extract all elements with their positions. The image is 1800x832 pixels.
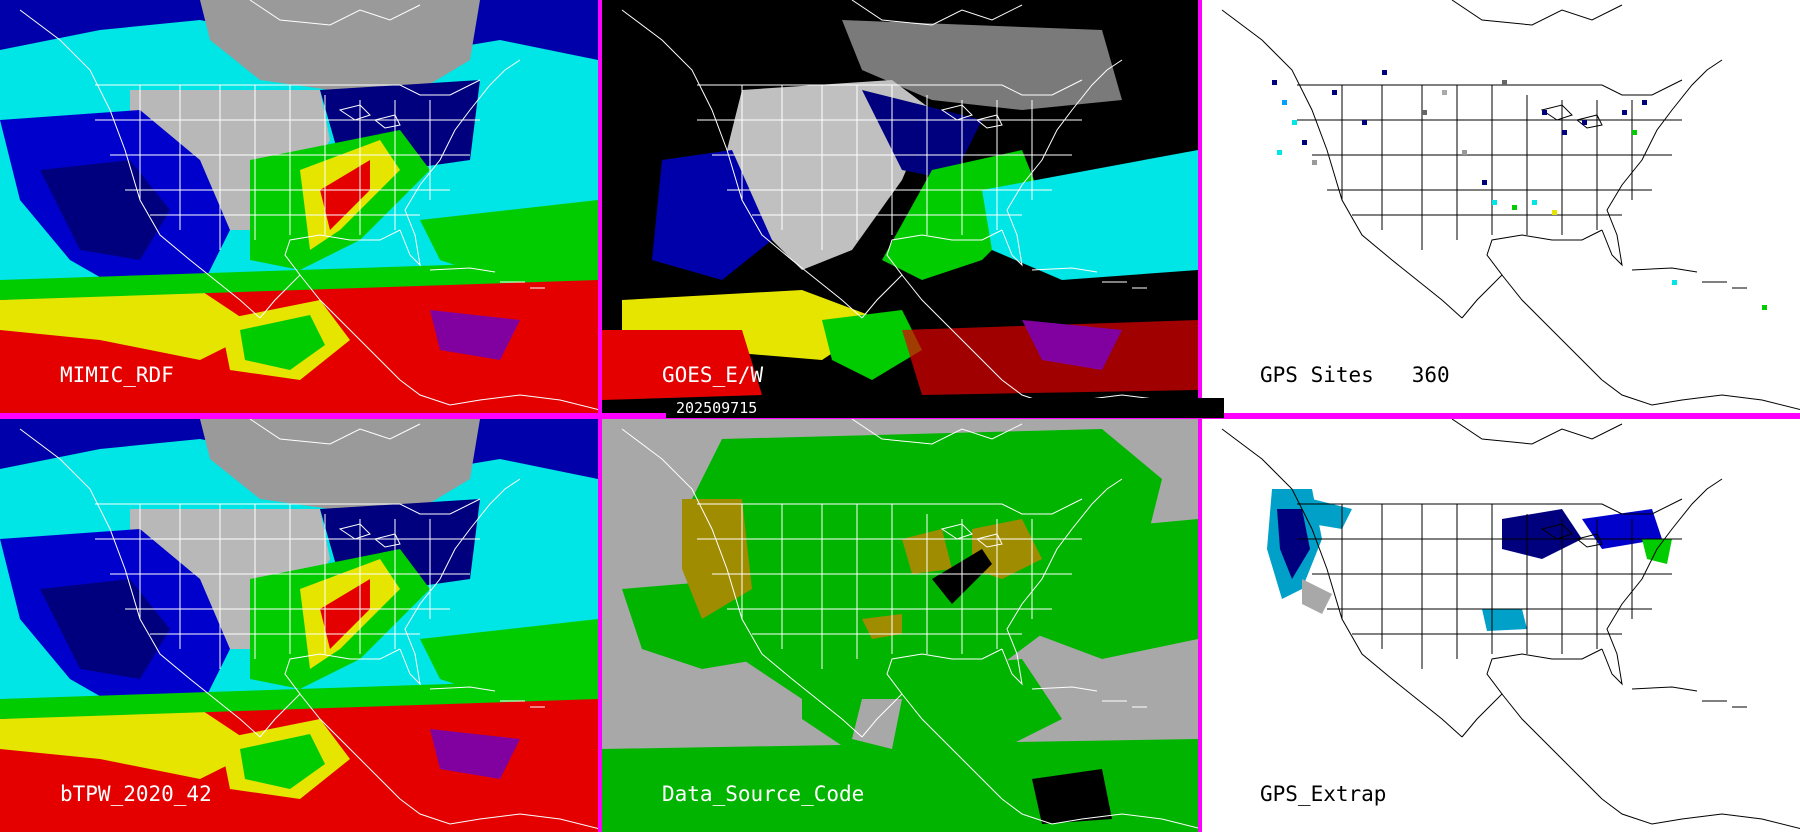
btpw-map — [0, 419, 598, 832]
goes-timestamp: 202509715 — [666, 398, 1224, 418]
data-source-code-label: Data_Source_Code — [662, 782, 865, 806]
mimic-rdf-map — [0, 0, 598, 413]
panel-goes-ew: GOES_E/W — [602, 0, 1198, 413]
mimic-rdf-label: MIMIC_RDF — [60, 363, 174, 387]
gps-sites-title: GPS Sites — [1260, 363, 1374, 387]
gps-sites-count: 360 — [1411, 363, 1450, 387]
btpw-label: bTPW_2020_42 — [60, 782, 212, 806]
goes-ew-map — [602, 0, 1198, 413]
panel-btpw: bTPW_2020_42 — [0, 419, 598, 832]
gps-sites-label: GPS Sites 360 — [1260, 363, 1450, 387]
panel-gps-extrap: GPS_Extrap — [1202, 419, 1800, 832]
panel-data-source-code: Data_Source_Code — [602, 419, 1198, 832]
data-source-code-map — [602, 419, 1198, 832]
goes-ew-label: GOES_E/W — [662, 363, 764, 387]
gps-extrap-label: GPS_Extrap — [1260, 782, 1387, 806]
gps-sites-map — [1202, 0, 1800, 413]
gps-site-markers — [1272, 70, 1767, 310]
panel-mimic-rdf: MIMIC_RDF — [0, 0, 598, 413]
panel-gps-sites: GPS Sites 360 — [1202, 0, 1800, 413]
gps-extrap-map — [1202, 419, 1800, 832]
